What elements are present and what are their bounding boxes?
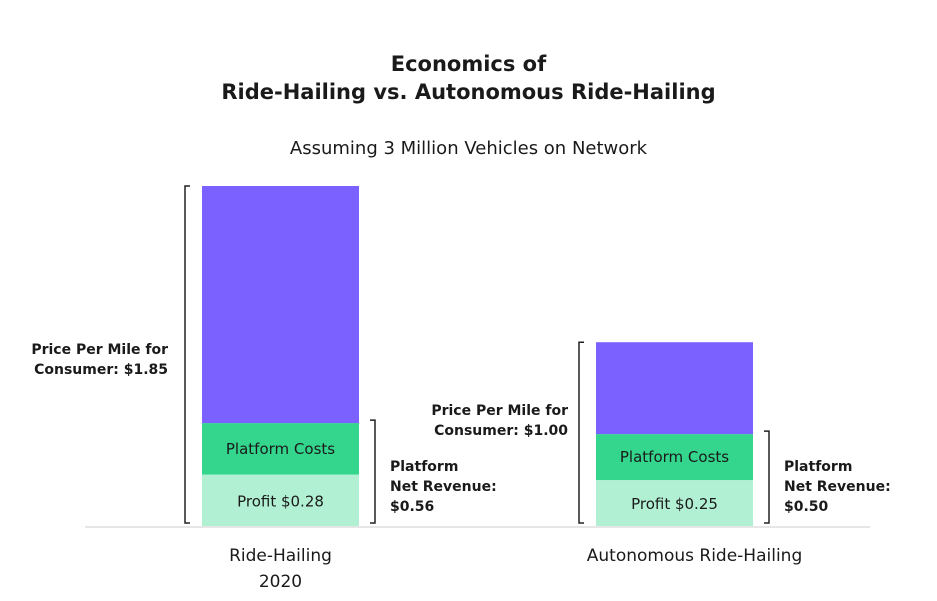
bar-1-platform-costs-label: Platform Costs: [620, 448, 729, 466]
bar-1-net-revenue-annotation-line-0: Platform: [784, 459, 852, 475]
bar-0-other-segment: [202, 186, 359, 424]
bar-1-net-revenue-annotation-line-1: Net Revenue:: [784, 479, 891, 495]
bar-0-net-revenue-annotation-line-2: $0.56: [390, 499, 434, 515]
bar-0-price-annotation-line-1: Consumer: $1.85: [34, 362, 168, 378]
category-label-1-line-0: Autonomous Ride-Hailing: [587, 546, 803, 566]
bar-0-net-revenue-annotation-line-1: Net Revenue:: [390, 479, 497, 495]
bar-0-net-revenue-annotation-line-0: Platform: [390, 459, 458, 475]
bar-1-profit-label: Profit $0.25: [631, 495, 718, 513]
bar-0-price-annotation-line-0: Price Per Mile for: [31, 342, 168, 358]
title-line-2: Ride-Hailing vs. Autonomous Ride-Hailing: [221, 80, 716, 104]
chart-title: Economics of Ride-Hailing vs. Autonomous…: [0, 50, 937, 106]
chart-subtitle: Assuming 3 Million Vehicles on Network: [289, 138, 648, 159]
bar-0-platform-costs-label: Platform Costs: [226, 440, 335, 458]
bar-0-price-bracket: [184, 185, 190, 524]
bar-1-price-annotation-line-0: Price Per Mile for: [431, 403, 568, 419]
bar-0-platform_costs-segment: [202, 423, 359, 475]
bar-0-profit-label: Profit $0.28: [237, 492, 324, 510]
bar-1-net-revenue-bracket: [764, 430, 770, 524]
bar-1-net-revenue-annotation-line-2: $0.50: [784, 499, 829, 515]
bar-0-net-revenue-bracket: [370, 419, 376, 524]
category-label-0-line-1: 2020: [259, 572, 302, 592]
bar-1-price-bracket: [578, 341, 584, 524]
bar-1-other-segment: [596, 342, 753, 435]
bar-1-platform_costs-segment: [596, 434, 753, 481]
bar-1-profit-segment: [596, 480, 753, 526]
bar-0-profit-segment: [202, 474, 359, 526]
title-line-1: Economics of: [390, 52, 547, 76]
bar-1-price-annotation-line-1: Consumer: $1.00: [434, 423, 568, 439]
category-label-0-line-0: Ride-Hailing: [229, 546, 332, 566]
